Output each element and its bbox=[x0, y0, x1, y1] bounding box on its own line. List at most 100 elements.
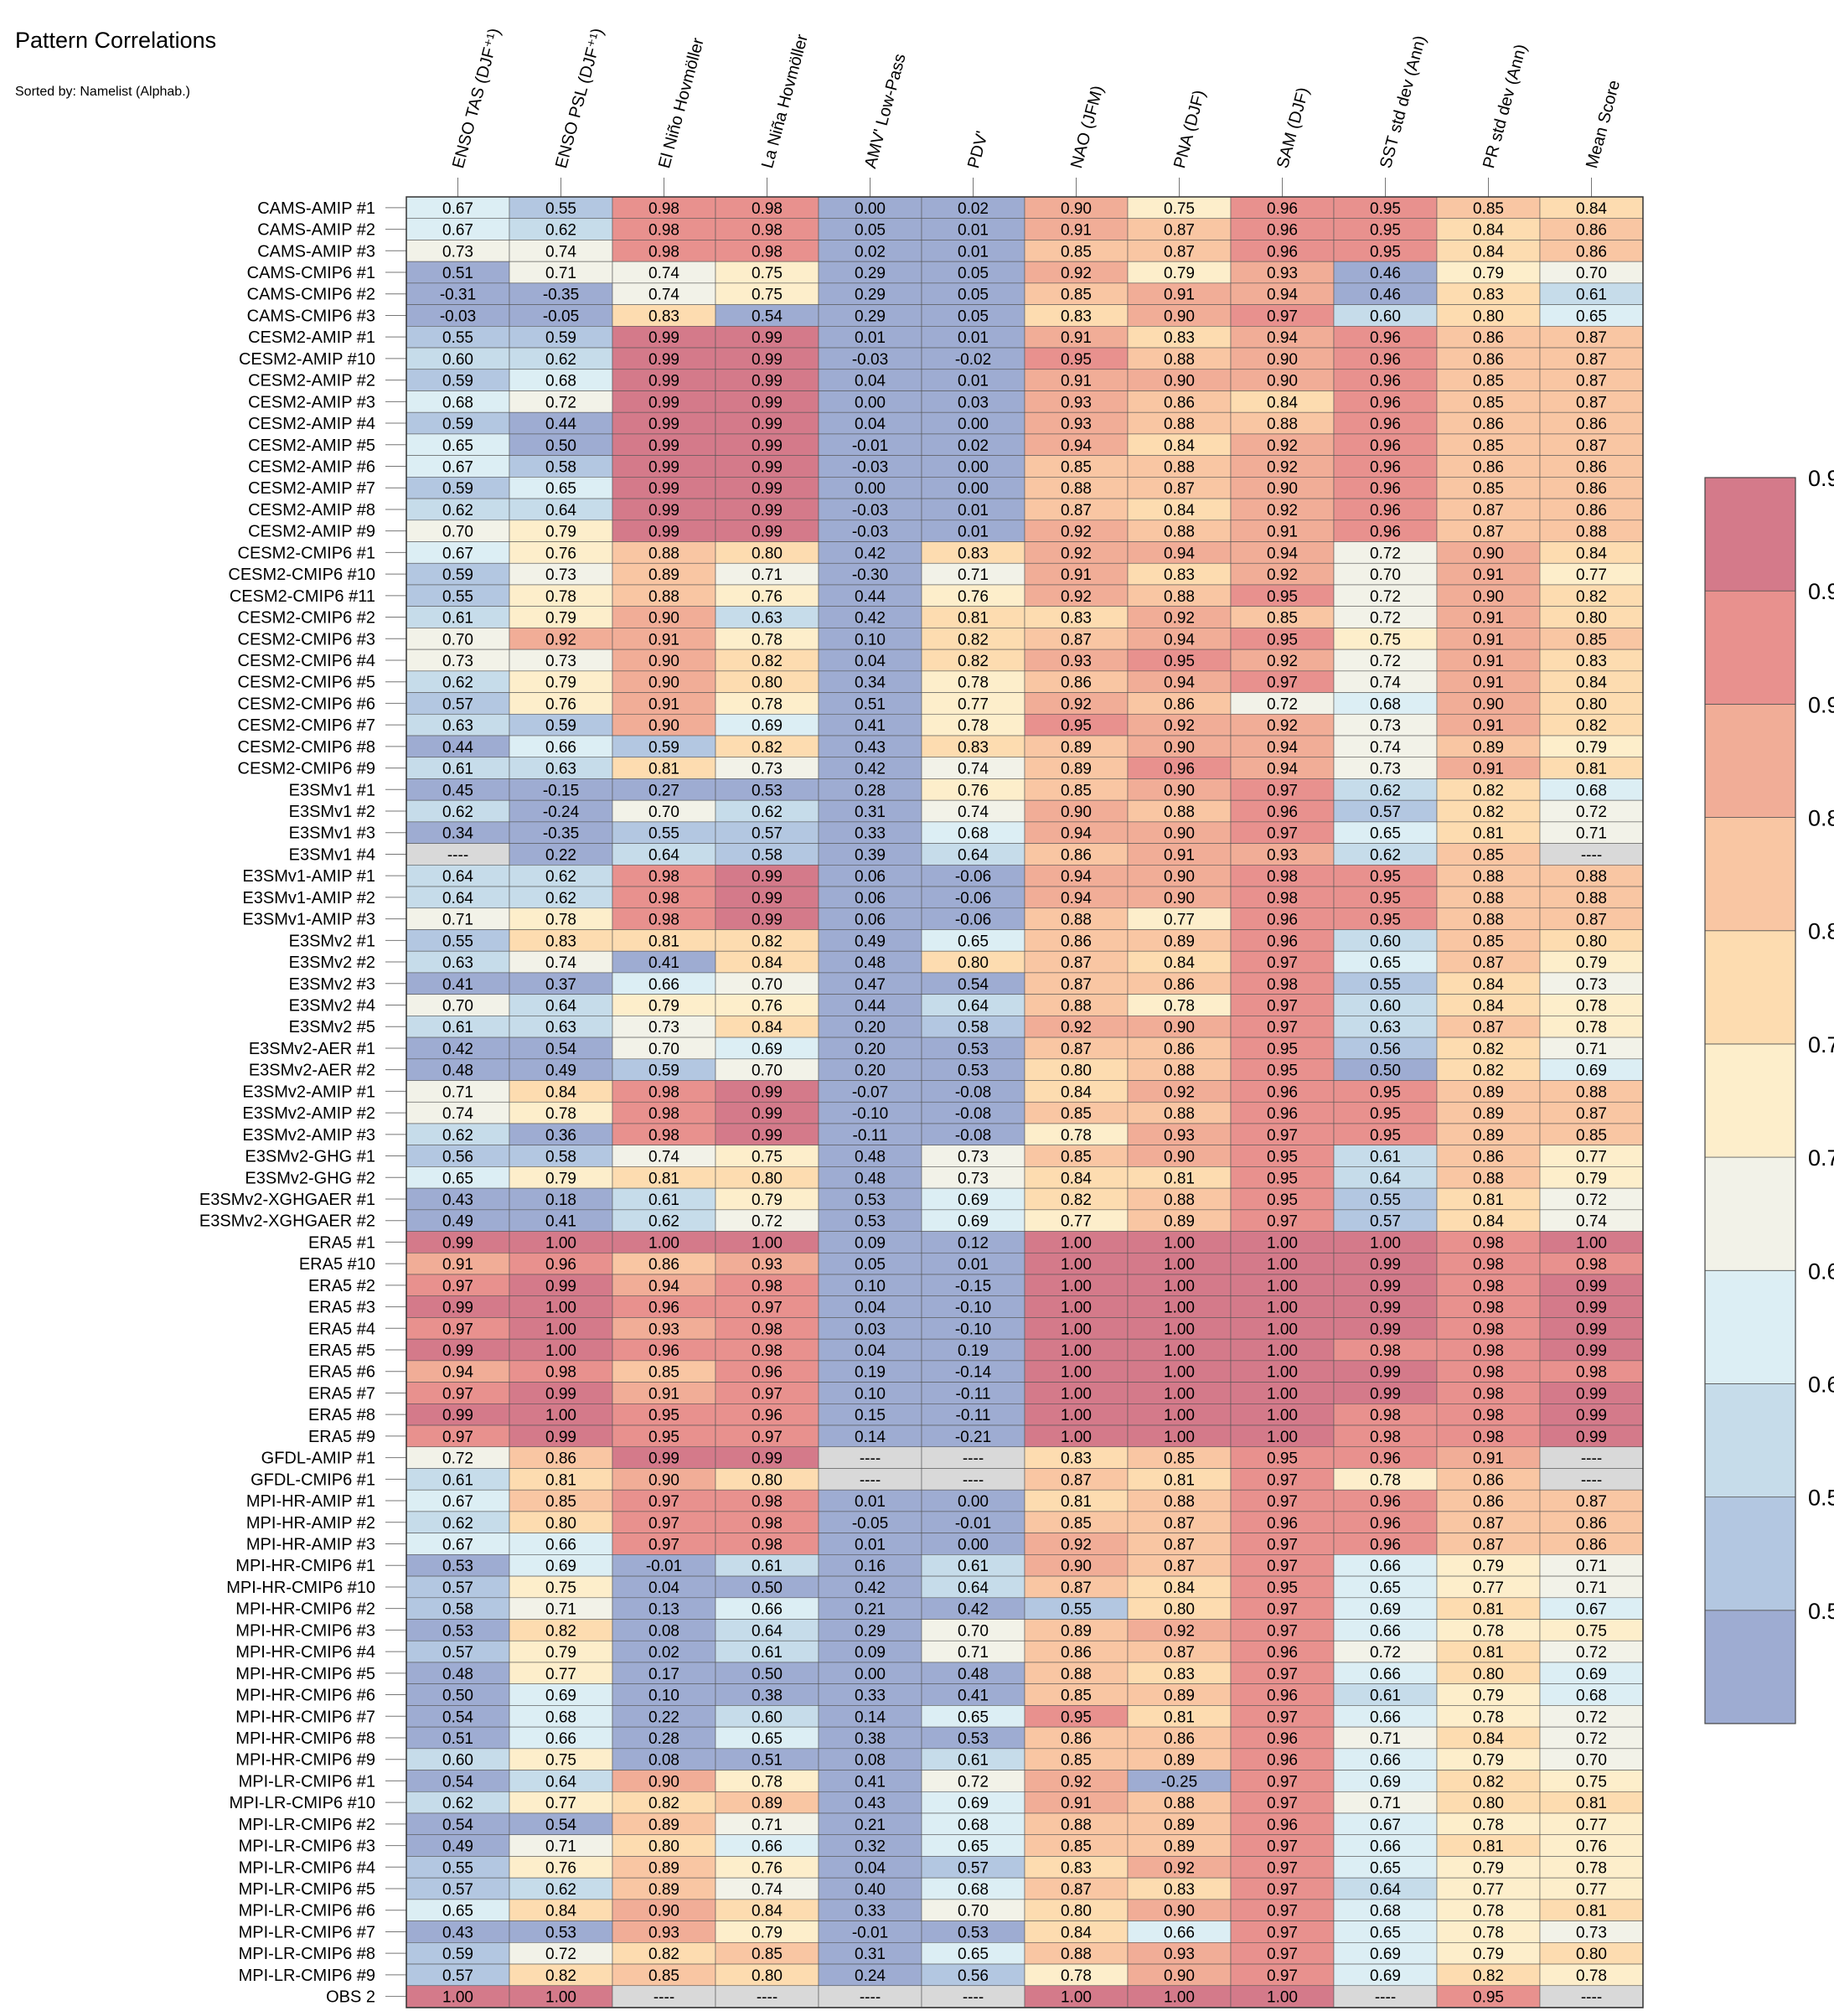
cell-value-label: 0.62 bbox=[442, 1795, 473, 1812]
heatmap-cell bbox=[715, 562, 819, 586]
heatmap-cell bbox=[612, 670, 716, 693]
cell-value-label: 0.91 bbox=[1164, 287, 1195, 304]
heatmap-cell bbox=[1230, 498, 1335, 521]
colorbar-swatch bbox=[1704, 1610, 1796, 1724]
cell-value-label: 0.95 bbox=[1267, 631, 1298, 649]
cell-value-label: 0.84 bbox=[1576, 545, 1607, 562]
cell-value-label: 0.45 bbox=[442, 782, 473, 799]
heatmap-cell bbox=[1127, 735, 1232, 758]
cell-value-label: 0.53 bbox=[545, 1924, 576, 1941]
cell-value-label: 0.96 bbox=[1370, 524, 1401, 541]
cell-value-label: 0.97 bbox=[1267, 1708, 1298, 1726]
cell-value-label: 0.81 bbox=[1473, 1644, 1504, 1662]
cell-value-label: 0.68 bbox=[958, 1817, 989, 1834]
heatmap-cell bbox=[818, 240, 922, 262]
cell-value-label: 0.96 bbox=[1267, 1730, 1298, 1748]
cell-value-label: 0.92 bbox=[1061, 545, 1092, 562]
cell-value-label: 0.95 bbox=[1267, 1450, 1298, 1468]
row-label: OBS 2 bbox=[326, 1988, 375, 2007]
cell-value-label: 0.72 bbox=[1576, 1730, 1607, 1748]
heatmap-cell bbox=[406, 757, 510, 779]
cell-value-label: 0.41 bbox=[855, 1773, 886, 1791]
heatmap-cell bbox=[818, 498, 922, 521]
cell-value-label: 0.98 bbox=[752, 243, 783, 261]
heatmap-cell bbox=[1333, 541, 1438, 564]
cell-value-label: 0.73 bbox=[442, 653, 473, 670]
cell-value-label: 0.84 bbox=[1576, 200, 1607, 218]
heatmap-cell bbox=[1230, 477, 1335, 499]
cell-value-label: 0.88 bbox=[1164, 1105, 1195, 1123]
cell-value-label: -0.01 bbox=[852, 1924, 888, 1941]
cell-value-label: 0.98 bbox=[1473, 1385, 1504, 1403]
heatmap-cell bbox=[921, 282, 1025, 305]
heatmap-cells: 0.67 0.55 0.98 0.98 0.00 0.02 0.90 0.75 0.96 0.95… bbox=[406, 196, 1644, 2008]
cell-value-label: 0.99 bbox=[545, 1385, 576, 1403]
cell-value-label: 0.65 bbox=[958, 933, 989, 950]
heatmap-cell bbox=[612, 757, 716, 779]
cell-value-label: 1.00 bbox=[1267, 1364, 1298, 1382]
cell-value-label: 0.95 bbox=[1370, 222, 1401, 240]
cell-value-label: 0.76 bbox=[958, 588, 989, 606]
cell-value-label: 0.74 bbox=[545, 954, 576, 972]
cell-value-label: 0.67 bbox=[1370, 1817, 1401, 1834]
cell-value-label: 0.91 bbox=[1473, 1450, 1504, 1468]
colorbar-swatch bbox=[1704, 1043, 1796, 1158]
heatmap-cell bbox=[1127, 411, 1232, 435]
cell-value-label: 0.88 bbox=[1061, 1946, 1092, 1963]
cell-value-label: 0.90 bbox=[1473, 588, 1504, 606]
row-label: CESM2-CMIP6 #10 bbox=[228, 566, 375, 584]
heatmap-cell bbox=[1436, 670, 1541, 693]
cell-value-label: 0.99 bbox=[442, 1342, 473, 1360]
row-label: CESM2-AMIP #2 bbox=[248, 372, 375, 390]
cell-value-label: 0.01 bbox=[958, 524, 989, 541]
row-label: E3SMv2-AER #1 bbox=[249, 1040, 375, 1058]
cell-value-label: 0.62 bbox=[545, 890, 576, 907]
cell-value-label: 0.82 bbox=[958, 631, 989, 649]
cell-value-label: 0.01 bbox=[855, 329, 886, 347]
cell-value-label: 0.96 bbox=[1267, 1105, 1298, 1123]
column-label: AMV' Low-Pass bbox=[861, 52, 910, 170]
cell-value-label: 0.43 bbox=[855, 1795, 886, 1812]
row-label: E3SMv2-AER #2 bbox=[249, 1062, 375, 1080]
row-label: CESM2-AMIP #7 bbox=[248, 479, 375, 498]
cell-value-label: 0.99 bbox=[442, 1407, 473, 1424]
row-label: CESM2-AMIP #8 bbox=[248, 501, 375, 520]
cell-value-label: 0.83 bbox=[1576, 653, 1607, 670]
cell-value-label: 0.82 bbox=[752, 739, 783, 757]
cell-value-label: 1.00 bbox=[1164, 1321, 1195, 1338]
cell-value-label: 0.65 bbox=[1370, 1859, 1401, 1877]
cell-value-label: 0.69 bbox=[958, 1795, 989, 1812]
cell-value-label: 0.04 bbox=[855, 1342, 886, 1360]
cell-value-label: 0.50 bbox=[752, 1666, 783, 1683]
cell-value-label: -0.06 bbox=[955, 890, 991, 907]
cell-value-label: 0.42 bbox=[855, 1579, 886, 1597]
cell-value-label: 0.91 bbox=[1473, 631, 1504, 649]
cell-value-label: 0.82 bbox=[1576, 717, 1607, 735]
cell-value-label: 0.86 bbox=[1473, 329, 1504, 347]
heatmap-cell bbox=[921, 649, 1025, 672]
column-label: SST std dev (Ann) bbox=[1377, 34, 1429, 170]
cell-value-label: 0.94 bbox=[1267, 739, 1298, 757]
cell-value-label: 0.59 bbox=[442, 480, 473, 498]
heatmap-cell bbox=[1230, 390, 1335, 413]
cell-value-label: 0.97 bbox=[1267, 954, 1298, 972]
cell-value-label: 0.94 bbox=[1164, 675, 1195, 692]
cell-value-label: 0.78 bbox=[1473, 1622, 1504, 1640]
cell-value-label: 0.97 bbox=[1267, 1127, 1298, 1145]
heatmap-cell bbox=[1333, 520, 1438, 542]
heatmap-cell bbox=[715, 477, 819, 499]
cell-value-label: 0.96 bbox=[1370, 437, 1401, 455]
cell-value-label: -0.05 bbox=[543, 308, 579, 325]
cell-value-label: 0.87 bbox=[1576, 373, 1607, 390]
heatmap-cell bbox=[1539, 433, 1644, 456]
cell-value-label: 0.14 bbox=[855, 1429, 886, 1446]
cell-value-label: 0.70 bbox=[958, 1903, 989, 1920]
row-label: ERA5 #9 bbox=[308, 1428, 375, 1446]
cell-value-label: 0.91 bbox=[442, 1256, 473, 1274]
row-label: ERA5 #10 bbox=[299, 1255, 375, 1274]
heatmap-cell bbox=[1230, 261, 1335, 284]
heatmap-cell bbox=[1230, 520, 1335, 542]
cell-value-label: 0.28 bbox=[648, 1730, 679, 1748]
row-label: MPI-LR-CMIP6 #4 bbox=[239, 1858, 375, 1877]
heatmap-cell bbox=[1333, 261, 1438, 284]
